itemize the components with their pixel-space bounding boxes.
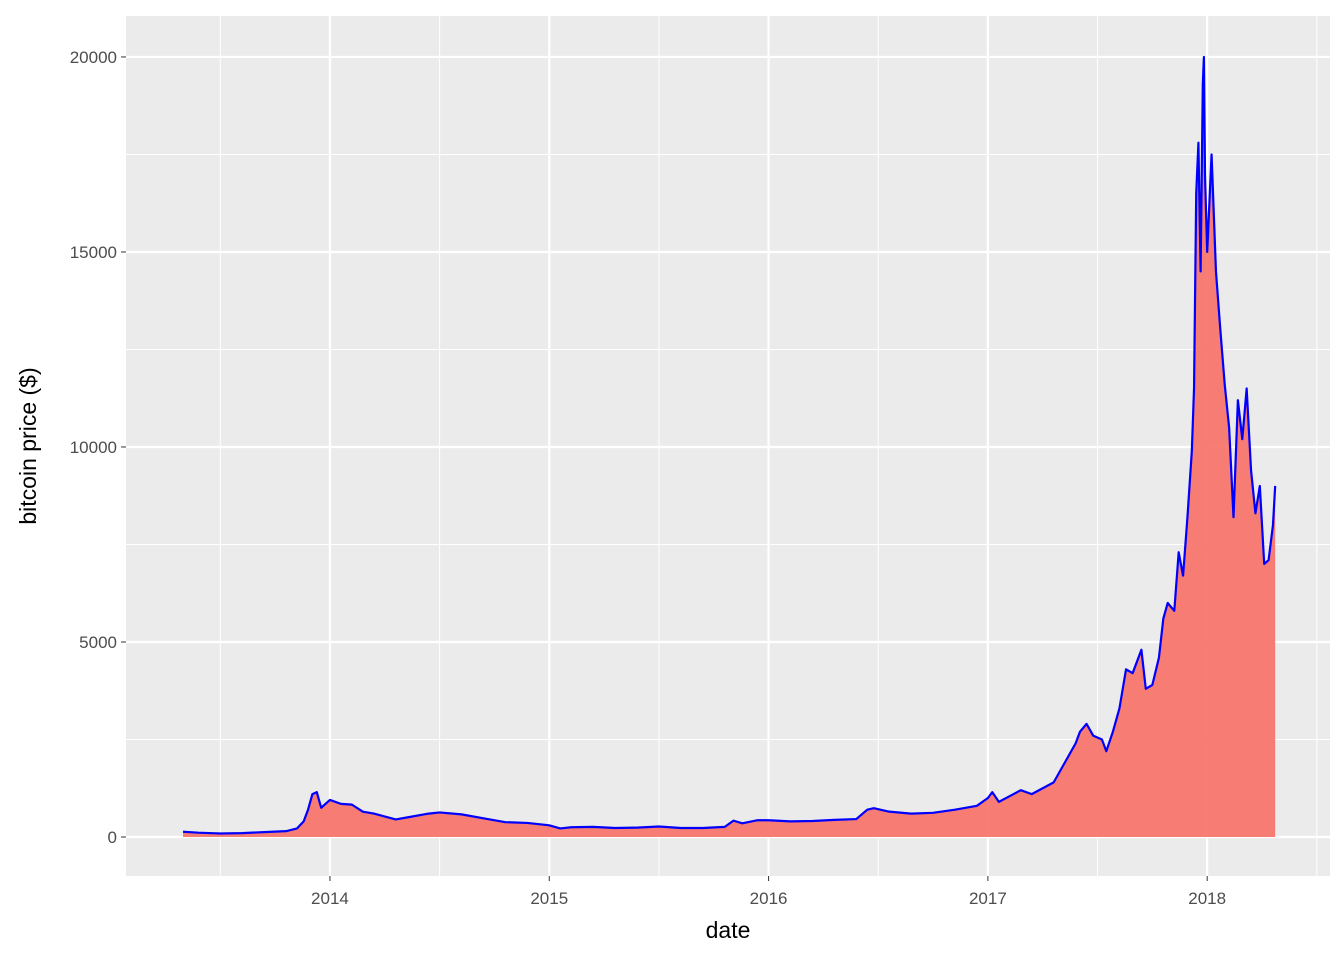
line — [182, 55, 1277, 835]
y-tick-label: 10000 — [70, 438, 117, 457]
y-tick-label: 15000 — [70, 243, 117, 262]
y-tick-label: 0 — [108, 828, 117, 847]
x-tick-label: 2016 — [750, 889, 788, 908]
area — [183, 56, 1276, 837]
x-tick-label: 2017 — [969, 889, 1007, 908]
x-tick-label: 2015 — [530, 889, 568, 908]
x-tick-label: 2018 — [1188, 889, 1226, 908]
y-tick-label: 5000 — [79, 633, 117, 652]
y-axis-title: bitcoin price ($) — [15, 367, 41, 524]
x-tick-label: 2014 — [311, 889, 349, 908]
y-tick-label: 20000 — [70, 48, 117, 67]
x-axis-title: date — [706, 917, 751, 943]
